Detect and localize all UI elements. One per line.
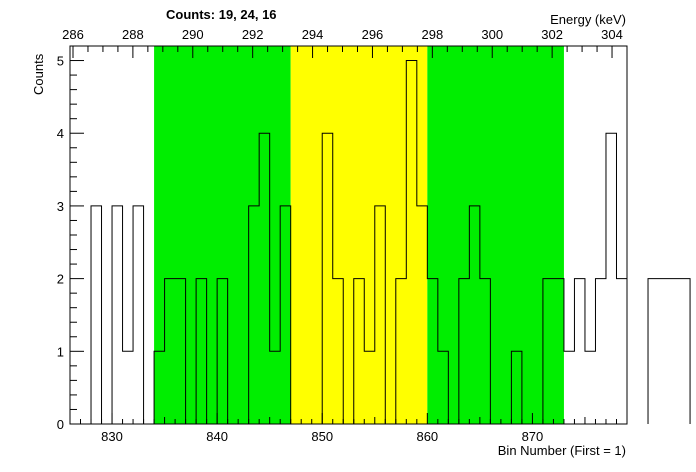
- top-tick-label: 290: [182, 27, 204, 42]
- chart-title: Counts: 19, 24, 16: [166, 7, 277, 22]
- y-tick-label: 5: [57, 54, 64, 69]
- region-band-3: [427, 46, 564, 424]
- top-tick-label: 286: [62, 27, 84, 42]
- axis-ticks: 0 1 2 3 4 5 830 840 850 860 870 286 288 290 292 294 296 2…: [57, 27, 628, 444]
- region-band-2: [290, 46, 428, 424]
- histogram-run-3: [153, 278, 187, 424]
- y-tick-label: 0: [57, 417, 64, 432]
- top-tick-label: 288: [122, 27, 144, 42]
- y-tick-label: 2: [57, 272, 64, 287]
- top-tick-label: 298: [421, 27, 443, 42]
- x-tick-label: 840: [206, 429, 228, 444]
- top-tick-label: 296: [362, 27, 384, 42]
- region-bands: [154, 46, 564, 424]
- y-tick-label: 1: [57, 344, 64, 359]
- histogram-run-5: [216, 278, 229, 424]
- top-tick-label: 294: [302, 27, 324, 42]
- histogram-run-12: [542, 132, 628, 424]
- x-tick-label: 850: [311, 429, 333, 444]
- top-tick-label: 304: [601, 27, 623, 42]
- histogram-run-10: [458, 205, 491, 424]
- histogram-run-13: [647, 278, 691, 424]
- y-tick-label: 3: [57, 199, 64, 214]
- histogram-run-6: [248, 132, 292, 424]
- x-tick-label: 870: [522, 429, 544, 444]
- region-band-1: [154, 46, 291, 424]
- top-tick-label: 292: [242, 27, 264, 42]
- histogram-run-11: [510, 350, 523, 424]
- top-axis-title: Energy (keV): [550, 12, 626, 27]
- y-tick-label: 4: [57, 126, 64, 141]
- x-tick-label: 830: [101, 429, 123, 444]
- histogram-run-8: [353, 205, 386, 424]
- histogram-run-4: [195, 278, 208, 424]
- top-tick-label: 302: [541, 27, 563, 42]
- y-axis-title: Counts: [31, 53, 46, 95]
- histogram-bars: [90, 60, 691, 424]
- histogram-run-1: [90, 205, 103, 424]
- top-tick-label: 300: [481, 27, 503, 42]
- histogram-run-7: [321, 132, 344, 424]
- x-tick-label: 860: [416, 429, 438, 444]
- histogram-run-2: [111, 205, 145, 424]
- histogram-run-9: [395, 60, 449, 424]
- x-axis-title: Bin Number (First = 1): [498, 443, 626, 458]
